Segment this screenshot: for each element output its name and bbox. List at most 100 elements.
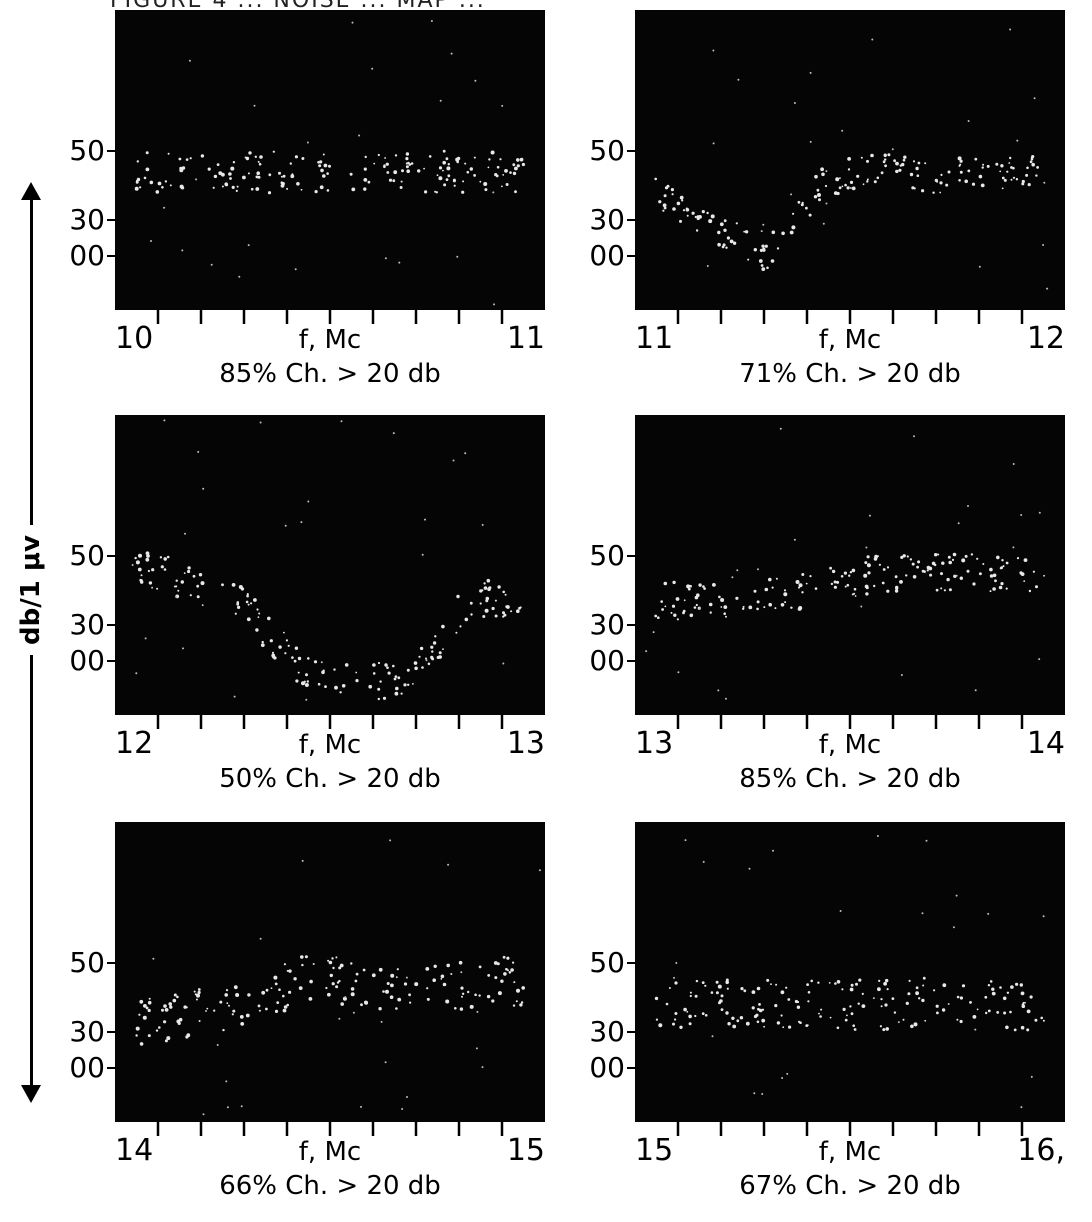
- data-point: [853, 1028, 857, 1031]
- data-point: [520, 1001, 524, 1004]
- data-point: [301, 963, 304, 967]
- data-point: [936, 1011, 939, 1015]
- data-point: [483, 582, 486, 585]
- y-tick-label: 00: [589, 644, 625, 677]
- data-point: [956, 1018, 959, 1021]
- data-point: [829, 1016, 832, 1019]
- data-point: [459, 1007, 464, 1011]
- data-point: [879, 1025, 882, 1028]
- data-point: [1026, 166, 1029, 170]
- data-point: [134, 556, 137, 560]
- data-point: [989, 574, 994, 578]
- data-point: [844, 585, 847, 588]
- noise-speckle: [284, 524, 287, 527]
- data-point: [717, 242, 721, 247]
- data-point: [918, 997, 921, 1000]
- data-point: [509, 171, 512, 174]
- data-point: [484, 188, 488, 192]
- x-tick-label: 12: [1027, 321, 1065, 356]
- data-point: [395, 1007, 398, 1010]
- data-point: [893, 1011, 897, 1014]
- data-point: [510, 610, 513, 613]
- y-tick-label: 30: [69, 203, 105, 236]
- data-point: [809, 575, 812, 578]
- data-point: [484, 608, 489, 613]
- data-point: [322, 153, 325, 156]
- data-point: [250, 602, 253, 605]
- data-point: [976, 557, 979, 560]
- data-point: [240, 587, 245, 591]
- data-point: [780, 990, 785, 995]
- noise-speckle: [706, 265, 709, 267]
- data-point: [339, 963, 344, 968]
- noise-speckle: [825, 202, 828, 205]
- data-point: [726, 236, 730, 240]
- noise-speckle: [753, 1092, 756, 1095]
- noise-speckle: [205, 1010, 207, 1012]
- data-point: [972, 582, 976, 586]
- y-tick-label: 30: [589, 203, 625, 236]
- data-point: [233, 985, 238, 990]
- data-point: [303, 680, 306, 683]
- data-point: [414, 982, 419, 987]
- data-point: [514, 166, 518, 171]
- data-point: [148, 997, 151, 1000]
- data-point: [246, 617, 251, 622]
- data-point: [486, 994, 491, 999]
- data-point: [340, 1002, 345, 1006]
- data-point: [137, 567, 142, 572]
- data-point: [283, 631, 285, 634]
- data-point: [850, 1012, 854, 1016]
- data-point: [225, 989, 229, 992]
- data-point: [999, 986, 1002, 989]
- data-point: [694, 994, 698, 998]
- data-point: [995, 162, 999, 166]
- data-point: [851, 568, 856, 573]
- data-point: [671, 604, 676, 608]
- data-point: [785, 986, 788, 989]
- data-point: [455, 631, 458, 634]
- figure-top-caption: FIGURE 4 ... NOISE ... MAP ...: [110, 0, 1050, 10]
- chart-panel-1: 50 30 00 10 11 f, Mc 85% Ch. > 20 db: [45, 10, 565, 410]
- data-point: [905, 1001, 909, 1005]
- data-point: [248, 151, 252, 155]
- data-point: [782, 1026, 785, 1029]
- data-point: [945, 183, 949, 187]
- data-point: [893, 159, 896, 163]
- data-point: [799, 1021, 802, 1024]
- panel-caption: 85% Ch. > 20 db: [739, 764, 961, 794]
- data-point: [387, 671, 391, 675]
- noise-speckle: [822, 222, 825, 225]
- data-point: [861, 992, 864, 995]
- data-point: [939, 181, 943, 185]
- data-point: [446, 166, 451, 171]
- data-point: [309, 979, 313, 984]
- data-point: [282, 174, 286, 178]
- data-point: [978, 174, 983, 179]
- data-point: [864, 561, 868, 565]
- data-point: [941, 561, 945, 565]
- data-point: [770, 259, 775, 263]
- data-point: [364, 155, 367, 159]
- noise-speckle: [425, 659, 428, 662]
- plot-area: [115, 822, 545, 1122]
- data-point: [849, 987, 854, 992]
- data-point: [817, 193, 821, 197]
- data-point: [689, 991, 692, 994]
- data-point: [228, 172, 232, 176]
- data-point: [278, 171, 281, 175]
- data-point: [433, 964, 437, 968]
- data-point: [685, 208, 690, 212]
- data-point: [331, 957, 334, 960]
- noise-speckle: [1012, 546, 1015, 549]
- data-point: [771, 586, 774, 589]
- data-point: [695, 229, 699, 232]
- data-point: [491, 999, 495, 1003]
- data-point: [462, 180, 465, 183]
- data-point: [469, 601, 473, 605]
- noise-speckle: [673, 976, 675, 979]
- data-point: [479, 589, 483, 593]
- data-point: [232, 161, 236, 164]
- data-point: [682, 609, 686, 613]
